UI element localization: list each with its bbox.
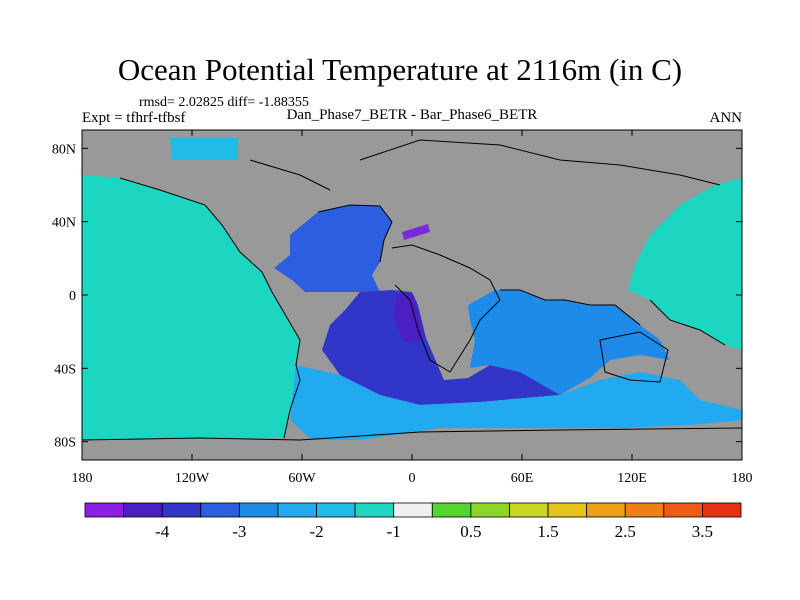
- colorbar-box: [470, 502, 510, 518]
- colorbar-box: [123, 502, 163, 518]
- colorbar-box: [547, 502, 588, 518]
- stats-text: rmsd= 2.02825 diff= -1.88355: [139, 95, 309, 110]
- colorbar: -4 -3 -2 -1 0.5 1.5 2.5 3.5: [84, 502, 742, 541]
- region-southern-ocean: [290, 365, 742, 440]
- y-tick-label: 80N: [52, 142, 76, 157]
- x-tick-label: 60E: [511, 471, 534, 486]
- colorbar-box: [624, 502, 665, 518]
- region-angola-basin: [394, 294, 424, 342]
- colorbar-box: [277, 502, 317, 518]
- region-south-atlantic: [322, 290, 560, 405]
- colorbar-label: 3.5: [692, 522, 713, 541]
- colorbar-label: -3: [232, 522, 246, 541]
- axis-ticks: 180 120W 60W 0 60E 120E 180 80N 40N 0 40S 80S: [52, 130, 753, 486]
- colorbar-label: 1.5: [537, 522, 558, 541]
- x-tick-label: 120W: [175, 471, 210, 486]
- x-tick-label: 60W: [288, 471, 316, 486]
- colorbar-box: [84, 502, 124, 518]
- colorbar-box: [354, 502, 395, 518]
- region-pacific-east: [82, 175, 300, 440]
- x-tick-label: 120E: [617, 471, 647, 486]
- colorbar-box: [393, 502, 433, 518]
- colorbar-box: [200, 502, 240, 518]
- x-tick-label: 180: [732, 471, 753, 486]
- coastlines: [82, 139, 742, 441]
- region-pacific-west: [628, 178, 742, 350]
- colorbar-label: 2.5: [615, 522, 636, 541]
- x-tick-label: 0: [409, 471, 416, 486]
- colorbar-box: [586, 502, 626, 518]
- y-tick-label: 0: [69, 289, 76, 304]
- colorbar-label: -1: [387, 522, 401, 541]
- region-north-atlantic: [274, 205, 392, 292]
- region-indian-ocean: [468, 290, 670, 395]
- region-mediterranean: [402, 224, 430, 240]
- x-tick-label: 180: [72, 471, 93, 486]
- plot-title: Ocean Potential Temperature at 2116m (in…: [117, 52, 683, 87]
- case-subtitle: Dan_Phase7_BETR - Bar_Phase6_BETR: [286, 107, 538, 123]
- map-area: [82, 130, 742, 460]
- colorbar-label: -2: [309, 522, 323, 541]
- y-tick-label: 80S: [54, 436, 76, 451]
- experiment-label: Expt = tfhrf-tfbsf: [82, 110, 186, 126]
- colorbar-box: [702, 502, 742, 518]
- colorbar-label: 0.5: [460, 522, 481, 541]
- y-tick-label: 40N: [52, 216, 76, 231]
- colorbar-box: [431, 502, 472, 518]
- colorbar-label: -4: [155, 522, 170, 541]
- colorbar-box: [161, 502, 202, 518]
- region-arctic: [170, 138, 238, 160]
- colorbar-box: [663, 502, 703, 518]
- y-tick-label: 40S: [54, 362, 76, 377]
- season-label: ANN: [709, 110, 743, 126]
- colorbar-box: [238, 502, 279, 518]
- colorbar-box: [509, 502, 549, 518]
- colorbar-box: [316, 502, 356, 518]
